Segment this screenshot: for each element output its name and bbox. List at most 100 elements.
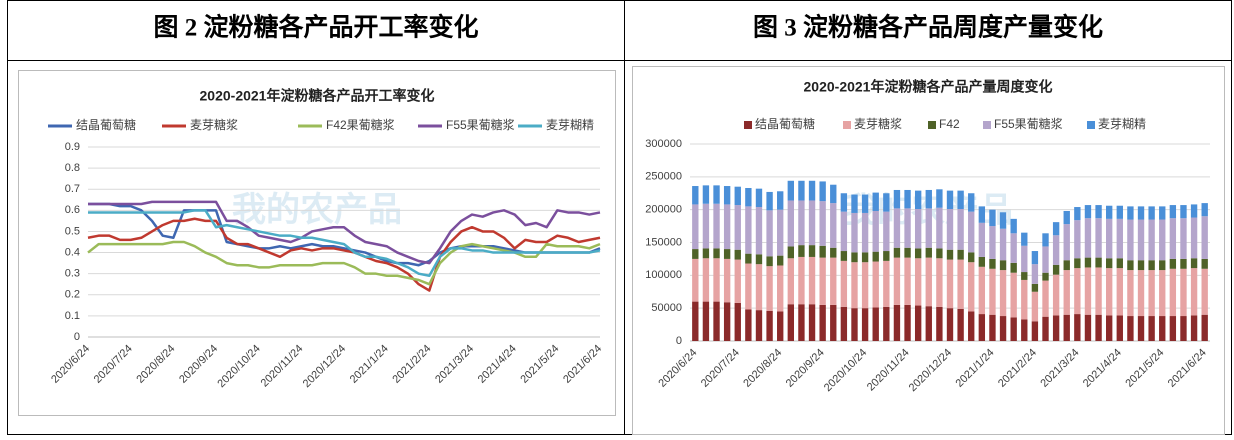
bar-segment [883,193,890,212]
bar-segment [830,203,837,248]
bar-segment [946,259,954,309]
bar-segment [957,190,964,210]
bar-segment [861,194,869,213]
bar-segment [1084,257,1092,268]
bar-segment [798,256,805,305]
bar-segment [723,249,731,259]
bar-segment [1095,257,1102,268]
bar-segment [745,253,752,264]
y-tick-label: 0.5 [65,225,80,237]
bar-segment [925,306,932,341]
bar-segment [946,249,954,260]
bar-segment [755,254,763,265]
bar-segment [808,180,816,201]
bar-segment [1021,232,1028,246]
bar-segment [1201,203,1208,217]
series-line [88,200,601,265]
bar-segment [999,212,1007,229]
bar-segment [904,189,911,209]
bar-segment [787,180,794,201]
bar-segment [893,304,901,341]
bar-segment [808,200,816,246]
y-tick-label: 0.7 [65,183,80,195]
bar-segment [978,314,986,341]
bar-segment [840,193,848,212]
bar-segment [1127,260,1134,271]
bar-segment [734,186,741,206]
bar-segment [1052,274,1060,316]
bar-segment [851,194,858,213]
bar-segment [1137,270,1145,317]
bar-segment [1063,260,1070,271]
bar-segment [904,304,911,341]
bar-segment [1137,219,1145,261]
bar-segment [777,191,784,210]
bar-segment [1190,315,1198,341]
bar-segment [702,203,710,249]
bar-segment [819,181,826,202]
bar-segment [1052,264,1060,275]
y-tick-label: 0 [74,331,80,343]
bar-segment [936,258,943,307]
bar-segment [1190,258,1198,269]
bar-segment [1106,315,1113,341]
bar-segment [1074,268,1081,315]
caption: 图 3 淀粉糖各产品周度产量变化 [753,13,1103,42]
y-tick-label: 50000 [651,302,682,314]
bar-segment [723,258,731,303]
bar-segment [692,249,699,259]
bar-segment [1127,270,1134,317]
bar-segment [840,251,848,261]
bar-segment [755,207,763,255]
bar-segment [925,247,932,258]
legend-swatch [843,121,851,129]
y-tick-label: 0.1 [65,310,80,322]
bar-segment [1010,272,1017,318]
bar-segment [734,259,741,303]
bar-segment [872,251,879,262]
bar-segment [819,201,826,246]
bar-segment [798,200,805,246]
bar-segment [1148,316,1155,341]
bar-segment [1063,224,1070,261]
y-tick-label: 0.9 [65,141,80,153]
bar-segment [989,209,996,227]
bar-segment [1201,216,1208,259]
bar-segment [1190,268,1198,316]
bar-segment [777,209,784,256]
bar-segment [1148,260,1155,271]
bar-segment [830,247,837,258]
bar-segment [808,304,816,341]
bar-segment [978,222,986,257]
y-tick-label: 0.4 [65,246,80,258]
legend-swatch [1087,121,1095,129]
bar-segment [1010,262,1017,273]
chart-title: 2020-2021年淀粉糖各产品开工率变化 [200,88,435,104]
bar-segment [1180,205,1187,219]
bar-segment [851,308,858,341]
bar-segment [713,203,720,249]
bar-segment [1095,218,1102,258]
bar-segment [872,192,879,211]
bar-segment [925,189,932,209]
bar-segment [1159,260,1166,271]
bar-segment [914,258,922,306]
bar-segment [1095,267,1102,315]
bar-segment [989,258,996,269]
bar-segment [883,251,890,261]
bar-segment [893,257,901,305]
bar-segment [692,204,699,250]
bar-segment [840,306,848,341]
bar-segment [861,262,869,309]
bar-segment [1052,222,1060,236]
bar-segment [787,304,794,341]
y-tick-label: 100000 [645,269,682,281]
legend-swatch [983,121,991,129]
bar-segment [777,265,784,312]
bar-segment [893,247,901,258]
bar-segment [989,226,996,259]
bar-segment [1042,316,1049,341]
bar-segment [745,206,752,254]
legend-label: 麦芽糖浆 [854,116,902,131]
bar-segment [999,270,1007,317]
